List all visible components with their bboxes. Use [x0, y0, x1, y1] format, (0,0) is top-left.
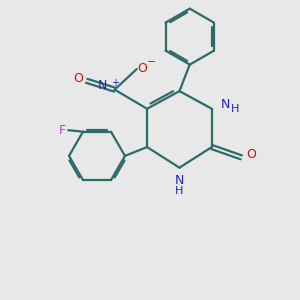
- Text: N: N: [220, 98, 230, 111]
- Text: O: O: [247, 148, 256, 161]
- Text: H: H: [231, 104, 239, 114]
- Text: F: F: [59, 124, 66, 137]
- Text: H: H: [175, 186, 184, 196]
- Text: +: +: [111, 78, 119, 88]
- Text: O: O: [73, 72, 83, 85]
- Text: −: −: [147, 57, 156, 67]
- Text: O: O: [138, 61, 148, 75]
- Text: N: N: [175, 174, 184, 188]
- Text: N: N: [98, 79, 107, 92]
